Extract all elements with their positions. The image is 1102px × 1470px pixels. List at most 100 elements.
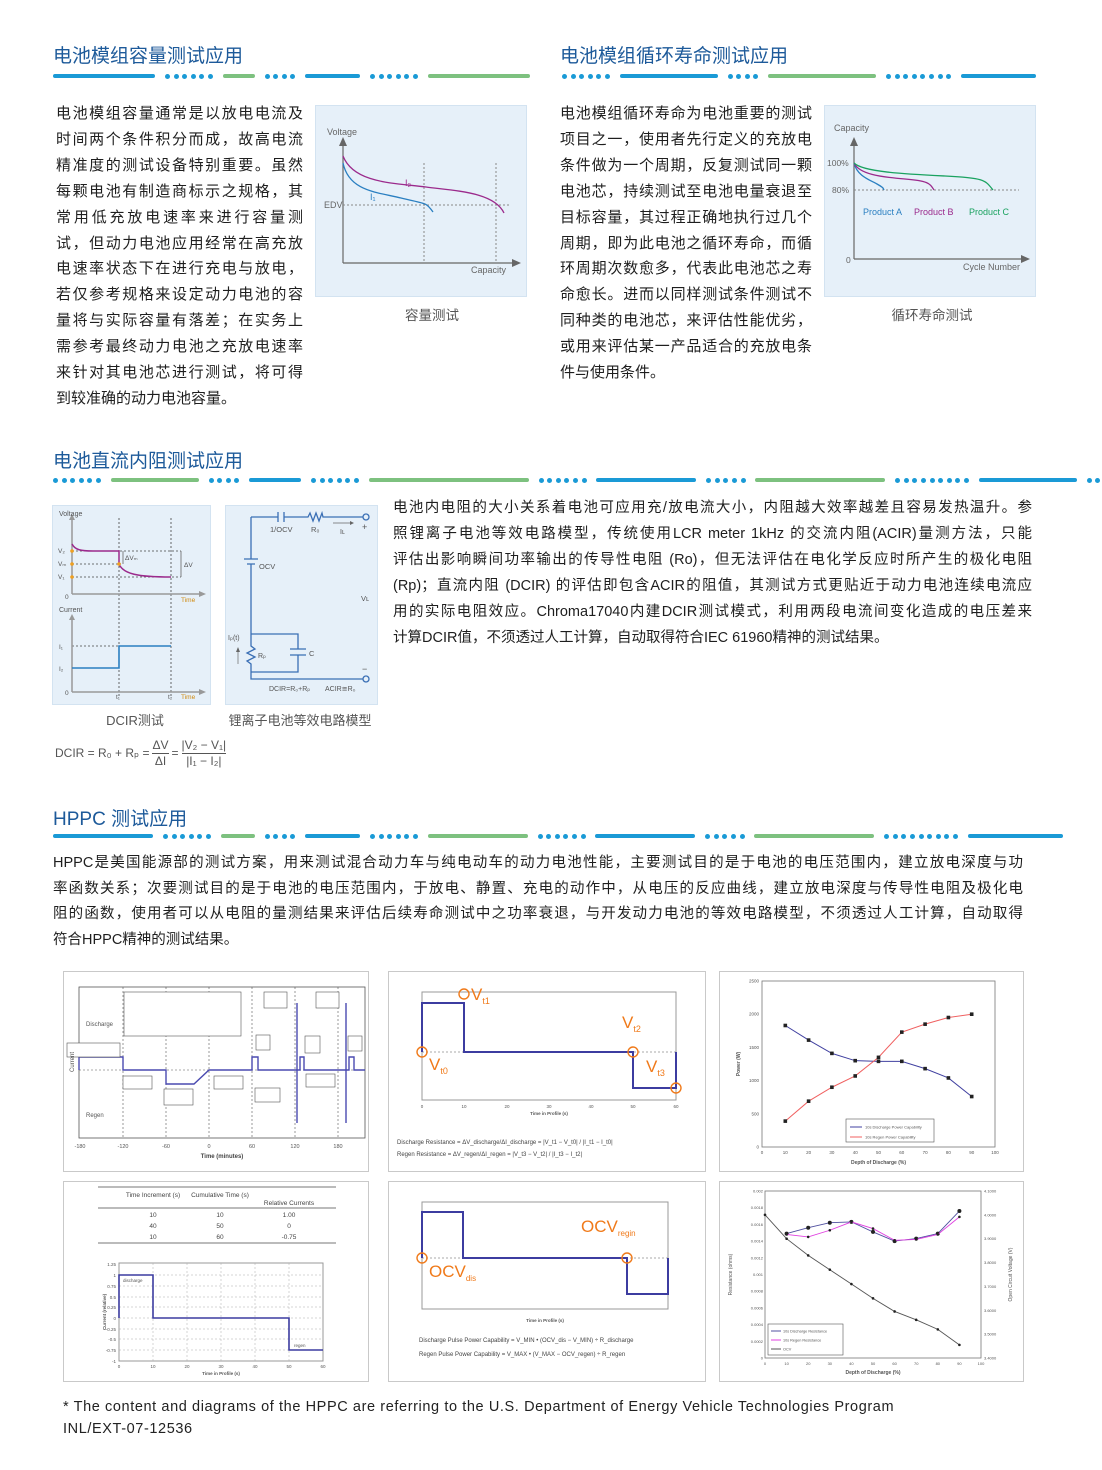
data-point [936, 1328, 940, 1331]
data-point [957, 1209, 962, 1214]
text-line: 常用低充放电速率来进行容量测 [56, 208, 303, 226]
svg-text:t₁: t₁ [116, 694, 121, 701]
vt1-marker [458, 988, 470, 1000]
i2-label: I₂ [405, 178, 412, 188]
data-point [853, 1074, 857, 1078]
i1-curve [342, 162, 434, 213]
svg-text:40: 40 [252, 1364, 258, 1369]
svg-text:-120: -120 [117, 1144, 128, 1150]
data-point [830, 1085, 834, 1090]
svg-text:Iʟ: Iʟ [340, 529, 345, 536]
section-divider [53, 833, 1063, 839]
y-axis-label: Voltage [327, 127, 357, 137]
y-tick-label: 1500 [749, 1045, 760, 1050]
y2-tick-label: 3.6000 [984, 1308, 997, 1313]
text-line: 周期，即为此电池之循环寿命，而循 [560, 234, 812, 252]
y-tick-label: 0.0014 [751, 1239, 764, 1244]
pulse-profile-line [421, 1211, 669, 1295]
data-point [806, 1099, 811, 1103]
svg-text:-0.25: -0.25 [106, 1327, 117, 1332]
text-line: 每颗电池有制造商标示之规格，其 [56, 182, 303, 200]
data-point [969, 1094, 974, 1099]
text-line: 电池模组容量通常是以放电电流及 [56, 105, 303, 122]
y-axis-arrow-icon [850, 137, 858, 146]
svg-text:50: 50 [216, 1223, 224, 1230]
dcir-paragraph: 电池内电阻的大小关系着电池可应用充/放电流大小，内阻越大效率越差且容易发热温升。… [393, 496, 1032, 651]
text-line: 若仅参考规格来设定动力电池的容 [56, 286, 303, 304]
svg-text:-0.5: -0.5 [108, 1337, 116, 1342]
svg-text:Time in Profile (s): Time in Profile (s) [202, 1371, 240, 1376]
svg-text:OCV: OCV [259, 562, 275, 571]
svg-text:0.25: 0.25 [107, 1305, 116, 1310]
svg-text:Rₚ: Rₚ [258, 653, 266, 660]
power-capability-chart: 0 10 20 30 40 50 60 70 80 90 100 0 500 1000 1500 2000 25… [719, 971, 1024, 1172]
y2-tick-label: 3.4000 [984, 1356, 997, 1361]
y-tick-label: 2000 [749, 1012, 760, 1017]
data-point [783, 1023, 788, 1028]
x-tick-label: 40 [849, 1361, 854, 1366]
x-axis-arrow-icon [1021, 255, 1030, 263]
y-tick-label: 0 [756, 1145, 759, 1150]
data-point [871, 1227, 875, 1230]
svg-text:10: 10 [216, 1212, 224, 1219]
svg-text:20: 20 [184, 1364, 190, 1369]
text-line: 计算DCIR值，不须透过人工计算，自动取得符合IEC 61960精神的测试结果。 [393, 629, 889, 646]
x-tick-label: 100 [991, 1150, 999, 1155]
voltage-response-curve [71, 543, 172, 578]
text-line: 照锂离子电池等效电路模型，传统使用LCR meter 1kHz 的交流内阻(AC… [393, 525, 1032, 542]
svg-text:V₁: V₁ [58, 574, 65, 581]
y-tick-label: 500 [751, 1111, 759, 1116]
svg-text:-1: -1 [112, 1359, 116, 1364]
product-b-label: Product B [914, 207, 954, 217]
text-line: 目标容量，其过程正确地执行过几个 [560, 208, 812, 226]
discharge-label: Discharge [86, 1022, 114, 1028]
x-tick-label: 60 [892, 1361, 897, 1366]
svg-text:discharge: discharge [123, 1278, 143, 1283]
i1-label: I₁ [370, 192, 376, 202]
data-point [946, 1076, 951, 1080]
hppc-pulse-power-figure: OCVregin OCVdis Time in Profile (s) Disc… [388, 1181, 706, 1382]
svg-text:Vʟ: Vʟ [361, 594, 369, 603]
data-point [828, 1228, 832, 1232]
text-line: 件与使用条件。 [560, 364, 666, 382]
y-tick-label: 0.002 [753, 1189, 764, 1194]
section-title-cycle-life: 电池模组循环寿命测试应用 [560, 46, 789, 67]
cycle-life-figure: Capacity 100% 80% 0 Cycle Number Product… [824, 105, 1036, 297]
data-point [806, 1235, 810, 1239]
data-point [871, 1297, 875, 1300]
data-point [969, 1012, 974, 1016]
x-tick-label: 80 [946, 1150, 952, 1155]
svg-text:0: 0 [65, 594, 69, 601]
text-line: 到较准确的动力电池容量。 [56, 389, 237, 407]
discharge-power-formula: Discharge Pulse Power Capability = V_MIN… [419, 1338, 634, 1344]
text-line: 符合HPPC精神的测试结果。 [53, 931, 239, 948]
svg-text:Vt2: Vt2 [622, 1013, 641, 1034]
text-line: 项目之一，使用者先行定义的充放电 [560, 130, 812, 148]
y2-axis-label: Open Circuit Voltage (V) [1008, 1247, 1014, 1301]
footnote-line-2: INL/EXT-07-12536 [63, 1421, 193, 1437]
x-tick-label: 90 [957, 1361, 962, 1366]
tick-0: 0 [846, 255, 851, 265]
data-point [806, 1254, 810, 1257]
data-point [830, 1051, 834, 1056]
text-line: 量将与实际容量有落差；在实务上 [56, 312, 303, 330]
data-point [850, 1282, 853, 1286]
data-point [785, 1233, 788, 1236]
svg-text:Vt3: Vt3 [646, 1057, 665, 1078]
svg-text:10: 10 [149, 1234, 157, 1241]
svg-text:60: 60 [249, 1144, 255, 1150]
dcir-figure-caption: DCIR测试 [106, 713, 164, 728]
text-line: 条件做为一个周期，反复测试同一颗 [560, 156, 812, 174]
text-line: 命愈长。进而以同样测试条件测试不 [560, 286, 812, 304]
svg-text:40: 40 [149, 1223, 157, 1230]
regen-power-formula: Regen Pulse Power Capability = V_MAX • (… [419, 1352, 625, 1358]
svg-text:−: − [362, 664, 367, 674]
data-point [850, 1220, 853, 1224]
vt0-marker [416, 1046, 428, 1058]
vt2-marker [627, 1046, 639, 1058]
x-tick-label: 20 [806, 1150, 812, 1155]
svg-text:Vt1: Vt1 [471, 985, 490, 1006]
section-title-hppc: HPPC 测试应用 [53, 809, 188, 830]
y-tick-label: 0.0004 [751, 1322, 764, 1327]
svg-text:20: 20 [504, 1104, 510, 1109]
